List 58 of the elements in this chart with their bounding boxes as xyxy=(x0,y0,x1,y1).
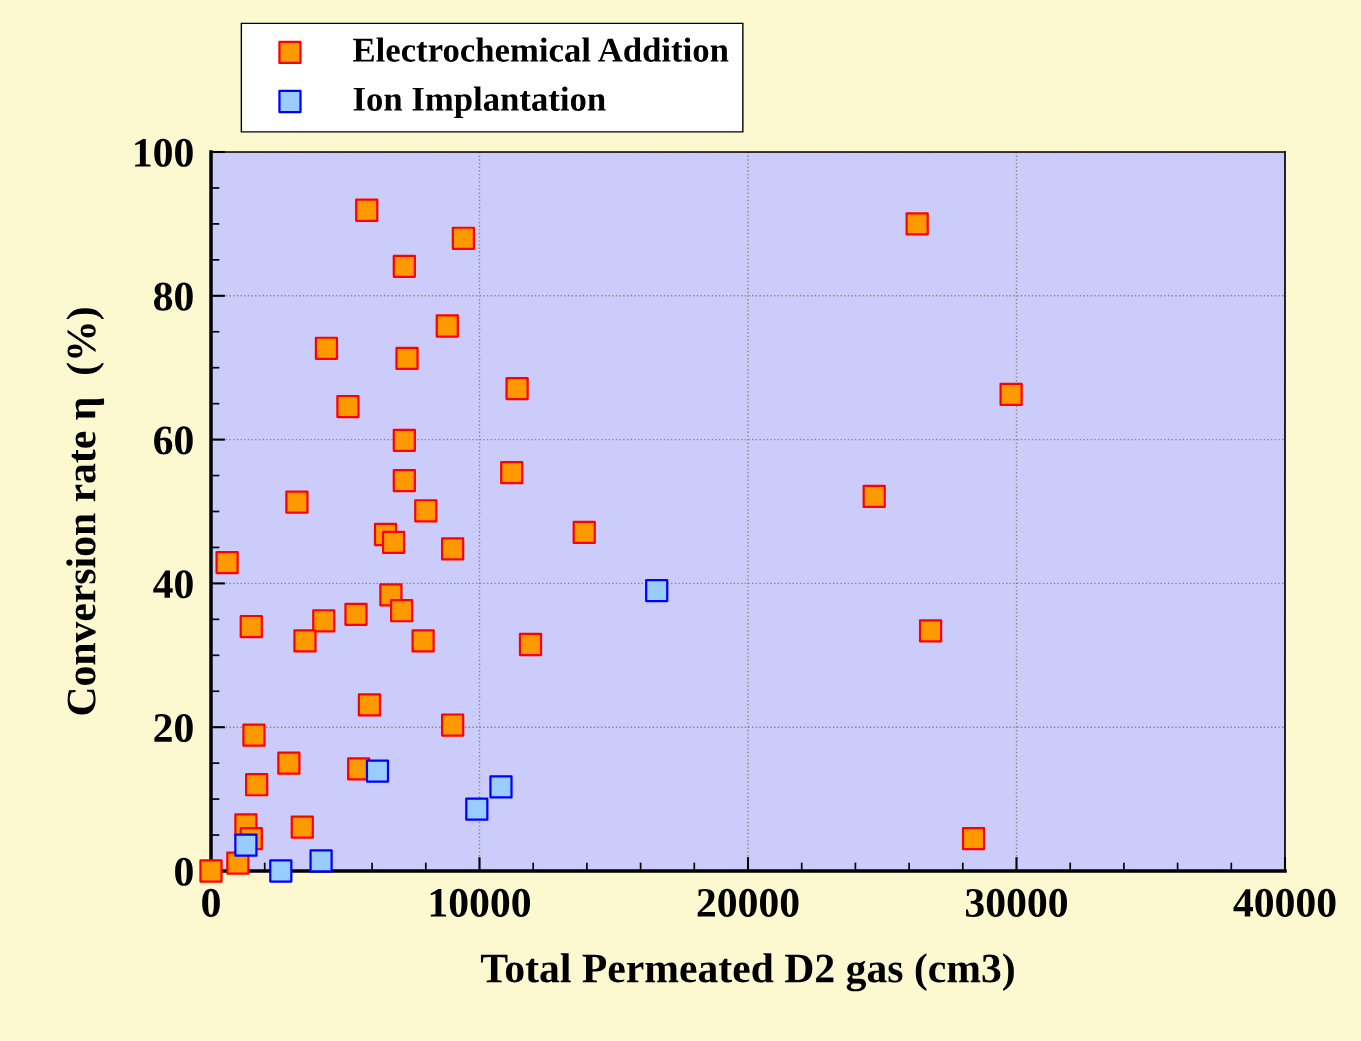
x-axis-title: Total Permeated D2 gas (cm3) xyxy=(480,953,1014,992)
point xyxy=(411,629,435,653)
point xyxy=(336,394,360,419)
point xyxy=(215,550,239,575)
point xyxy=(381,530,406,555)
point xyxy=(392,254,416,278)
point xyxy=(312,609,336,633)
point xyxy=(862,484,886,509)
x-tick-label: 30000 xyxy=(965,888,1067,917)
point xyxy=(392,468,416,493)
point xyxy=(572,520,596,544)
point xyxy=(441,713,465,737)
point xyxy=(441,537,465,561)
point xyxy=(905,212,929,236)
point xyxy=(392,428,416,452)
point xyxy=(277,751,301,775)
x-tick-label: 0 xyxy=(202,888,220,917)
point xyxy=(365,759,390,783)
point xyxy=(285,490,309,514)
point xyxy=(414,499,438,523)
point xyxy=(435,314,459,338)
point xyxy=(395,346,419,370)
y-tick-label: 100 xyxy=(135,138,193,167)
point xyxy=(357,693,382,717)
point xyxy=(389,599,414,623)
y-tick-label: 60 xyxy=(154,426,193,455)
x-tick-label: 10000 xyxy=(430,888,530,917)
point xyxy=(293,629,317,653)
point xyxy=(239,614,263,639)
x-tick-label: 20000 xyxy=(697,888,799,917)
y-tick-label: 80 xyxy=(154,282,193,311)
legend-label: Ion Implantation xyxy=(353,86,606,119)
point xyxy=(518,632,543,657)
legend-label: Electrochemical Addition xyxy=(353,37,729,62)
point xyxy=(344,602,368,626)
point xyxy=(645,578,669,603)
x-tick-label: 40000 xyxy=(1233,888,1336,917)
point xyxy=(999,382,1023,406)
y-tick-label: 0 xyxy=(175,857,193,886)
point xyxy=(199,859,223,883)
point xyxy=(489,775,513,799)
point xyxy=(500,461,524,485)
y-tick-label: 20 xyxy=(154,713,193,743)
y-axis-title: Conversion rate η (%) xyxy=(66,308,105,715)
point xyxy=(961,827,986,851)
point xyxy=(314,336,339,360)
point xyxy=(505,376,529,401)
point xyxy=(269,859,293,883)
point xyxy=(451,226,476,250)
point xyxy=(234,833,258,857)
y-tick-label: 40 xyxy=(153,570,193,599)
point xyxy=(245,773,269,797)
point xyxy=(918,619,943,643)
point xyxy=(465,797,489,821)
point xyxy=(355,198,379,222)
point xyxy=(290,815,314,839)
point xyxy=(309,849,333,873)
point xyxy=(242,723,266,747)
